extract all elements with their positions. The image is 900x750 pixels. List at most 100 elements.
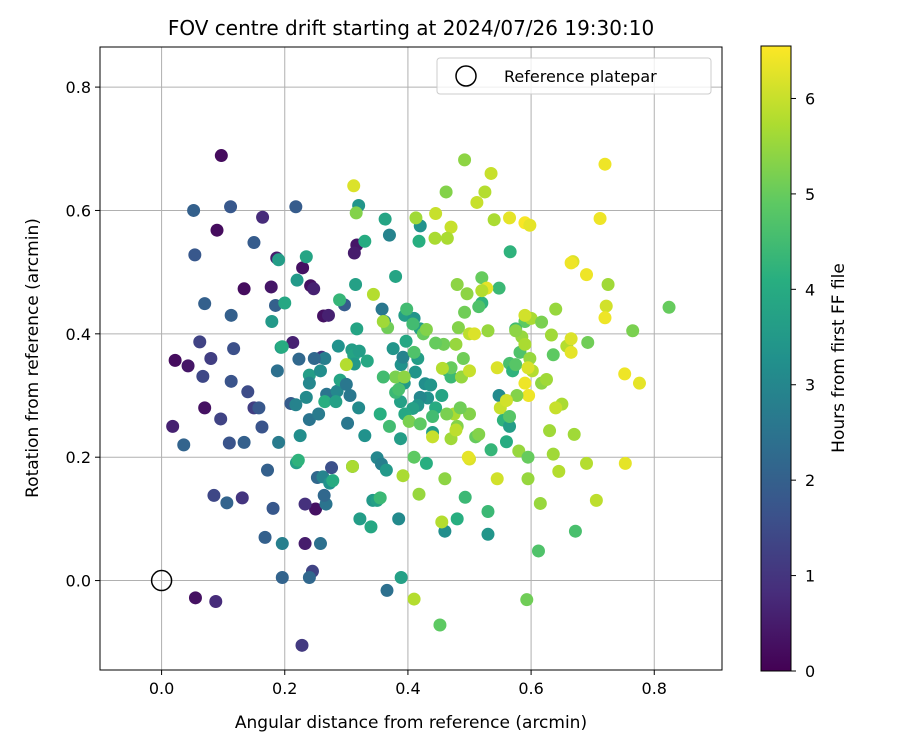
data-point [412,487,426,501]
data-point [484,166,498,180]
data-point [599,299,613,313]
data-point [307,282,321,296]
data-point [499,393,513,407]
data-point [237,282,251,296]
data-point [366,287,380,301]
data-point [428,231,442,245]
data-point [207,488,221,502]
data-point [347,179,361,193]
data-point [264,280,278,294]
x-tick-label: 0.8 [642,679,667,698]
data-point [376,314,390,328]
y-axis-ticks: 0.0 0.2 0.4 0.6 0.8 [66,78,100,591]
data-point [407,592,421,606]
data-point [214,149,228,163]
data-point [339,377,353,391]
data-point [364,520,378,534]
data-point [252,401,266,415]
data-point [481,527,495,541]
data-point [237,435,251,449]
data-point [618,367,632,381]
data-point [329,395,343,409]
data-point [265,314,279,328]
data-point [406,317,420,331]
data-point [235,491,249,505]
data-point [503,409,517,423]
data-point [426,430,440,444]
data-point [168,353,182,367]
data-point [278,296,292,310]
data-point [380,583,394,597]
data-point [358,429,372,443]
y-tick-label: 0.4 [66,325,91,344]
data-point [210,223,224,237]
plot-frame [99,46,723,671]
data-point [429,207,443,221]
data-point [472,427,486,441]
data-point [458,153,472,167]
data-points [166,149,676,652]
data-point [409,211,423,225]
data-point [463,407,477,421]
data-point [266,501,280,515]
data-point [463,364,477,378]
data-point [331,339,345,353]
data-point [564,256,578,270]
data-point [509,324,523,338]
data-point [460,287,474,301]
data-point [299,250,313,264]
y-tick-label: 0.8 [66,78,91,97]
x-tick-label: 0.0 [149,679,174,698]
colorbar-tick-label: 0 [805,662,815,681]
data-point [307,352,321,365]
data-point [503,245,517,259]
data-point [546,447,560,461]
data-point [523,218,537,232]
data-point [345,459,359,473]
legend: Reference platepar [436,57,712,95]
data-point [458,305,472,319]
data-point [181,359,195,373]
data-point [224,374,238,388]
data-point [289,200,303,214]
data-point [394,432,408,446]
data-point [255,420,269,434]
data-point [546,348,560,362]
data-point [449,423,463,437]
data-point [209,595,223,609]
data-point [313,364,327,378]
data-point [539,372,553,386]
data-point [360,354,374,368]
data-point [378,212,392,226]
data-point [298,537,312,551]
data-point [258,530,272,544]
data-point [618,456,632,470]
data-point [397,370,411,384]
data-point [564,332,578,346]
colorbar-tick-label: 5 [805,185,815,204]
data-point [429,336,443,350]
data-point [449,337,463,351]
data-point [166,419,180,433]
colorbar-gradient [760,45,792,672]
data-point [326,474,340,488]
data-point [227,342,241,356]
data-point [392,512,406,526]
data-point [632,376,646,390]
data-point [375,302,389,316]
data-point [503,211,517,225]
data-point [435,515,449,529]
data-point [520,593,534,607]
y-tick-label: 0.6 [66,201,91,220]
data-point [467,327,481,341]
data-point [272,435,286,449]
x-tick-label: 0.4 [395,679,420,698]
data-point [358,234,372,248]
data-point [598,157,612,171]
x-axis-label: Angular distance from reference (arcmin) [235,713,587,733]
x-tick-label: 0.2 [272,679,297,698]
data-point [396,350,410,364]
data-point [196,369,210,383]
data-point [521,361,535,375]
data-point [435,389,449,403]
